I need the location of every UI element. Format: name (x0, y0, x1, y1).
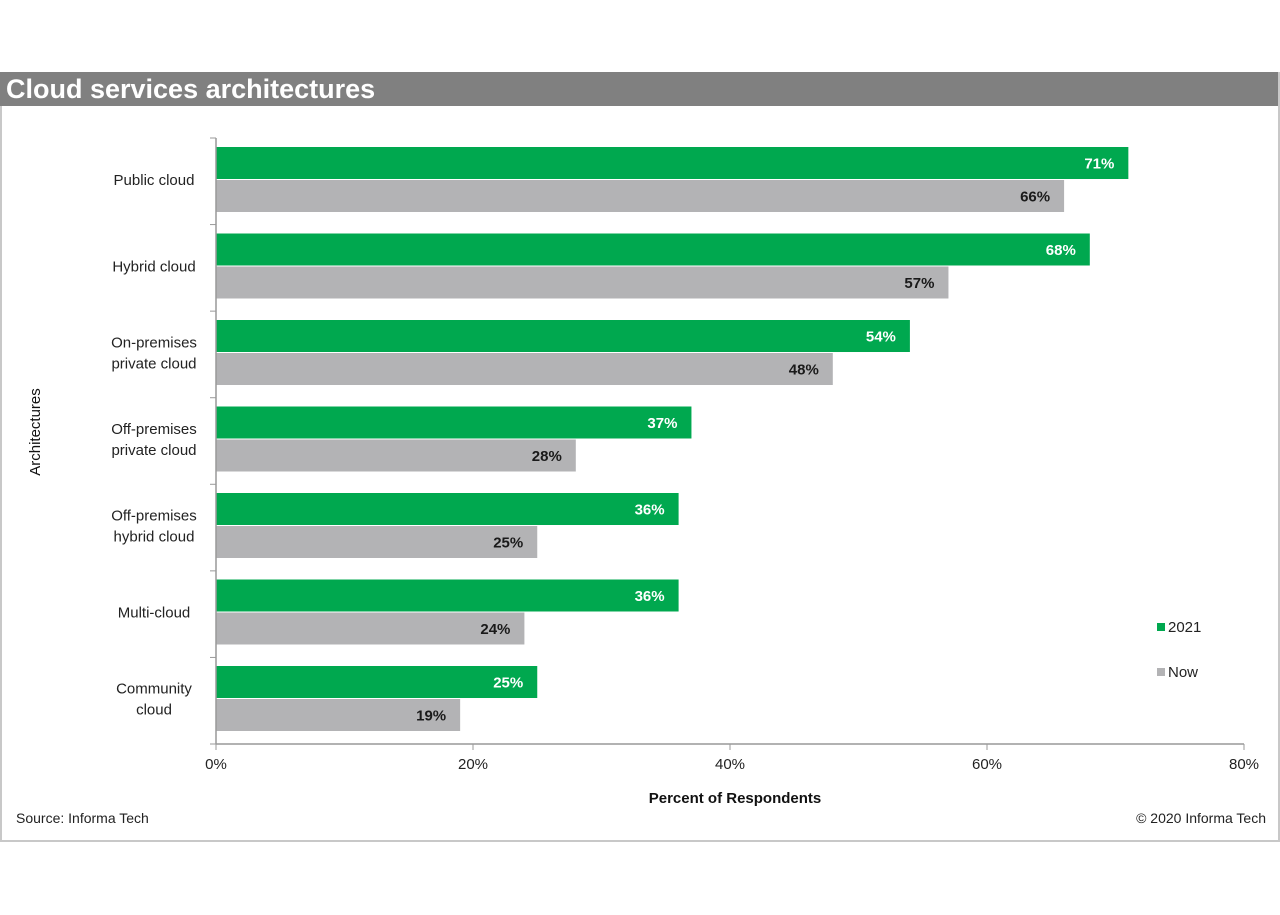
bar-now-3 (216, 439, 576, 472)
data-label-2021-6: 25% (493, 675, 523, 692)
bar-now-0 (216, 180, 1065, 212)
chart-title: Cloud services architectures (6, 74, 376, 104)
data-label-2021-1: 68% (1046, 242, 1076, 259)
category-label-0-0: Public cloud (114, 172, 195, 189)
title-bar: Cloud services architectures (0, 72, 1278, 106)
bar-now-6 (216, 699, 461, 731)
bar-2021-3 (216, 406, 692, 439)
data-label-2021-5: 36% (635, 588, 665, 605)
category-label-2-1: private cloud (111, 356, 196, 373)
x-tick-label-3: 60% (972, 756, 1002, 773)
legend-label-now: Now (1168, 664, 1198, 681)
bar-2021-4 (216, 493, 679, 525)
bar-2021-2 (216, 320, 910, 352)
x-tick-label-0: 0% (205, 756, 227, 773)
x-tick-label-1: 20% (458, 756, 488, 773)
bar-2021-6 (216, 666, 538, 698)
category-label-4-0: Off-premises (111, 508, 197, 525)
category-label-4-1: hybrid cloud (114, 529, 195, 546)
bar-now-4 (216, 526, 538, 558)
x-axis-title: Percent of Respondents (649, 790, 822, 807)
data-label-now-3: 28% (532, 448, 562, 465)
bar-2021-5 (216, 579, 679, 612)
category-label-6-0: Community (116, 681, 192, 698)
x-tick-label-2: 40% (715, 756, 745, 773)
frame-border (0, 106, 2, 840)
legend-swatch-2021 (1157, 623, 1165, 631)
copyright-note: © 2020 Informa Tech (1136, 810, 1266, 826)
data-label-now-4: 25% (493, 535, 523, 552)
data-label-now-1: 57% (904, 275, 934, 292)
data-label-now-6: 19% (416, 708, 446, 725)
category-label-5-0: Multi-cloud (118, 605, 191, 622)
category-label-3-0: Off-premises (111, 421, 197, 438)
source-note: Source: Informa Tech (16, 810, 149, 826)
y-axis-title: Architectures (27, 388, 44, 476)
legend-label-2021: 2021 (1168, 619, 1201, 636)
data-label-now-2: 48% (789, 362, 819, 379)
data-label-2021-2: 54% (866, 329, 896, 346)
data-label-2021-0: 71% (1084, 156, 1114, 173)
bar-now-2 (216, 353, 833, 385)
bar-2021-1 (216, 233, 1090, 266)
bar-now-5 (216, 612, 525, 645)
bar-now-1 (216, 266, 949, 299)
data-label-now-5: 24% (480, 621, 510, 638)
legend-swatch-now (1157, 668, 1165, 676)
category-label-1-0: Hybrid cloud (112, 259, 195, 276)
bar-2021-0 (216, 147, 1129, 179)
x-tick-label-4: 80% (1229, 756, 1259, 773)
category-label-2-0: On-premises (111, 335, 197, 352)
category-label-6-1: cloud (136, 702, 172, 719)
category-label-3-1: private cloud (111, 442, 196, 459)
data-label-2021-4: 36% (635, 502, 665, 519)
data-label-now-0: 66% (1020, 189, 1050, 206)
data-label-2021-3: 37% (647, 415, 677, 432)
